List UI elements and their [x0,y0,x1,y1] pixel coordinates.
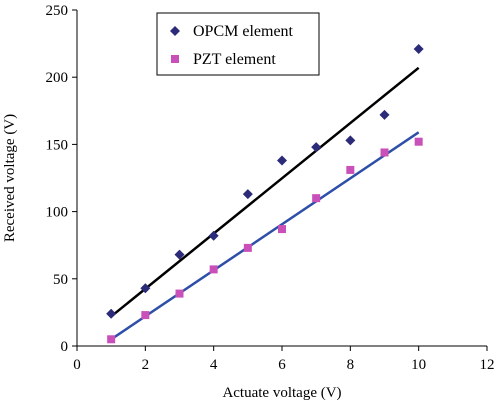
x-tick-label: 6 [278,357,286,373]
data-point-s0 [174,249,185,260]
legend-marker [171,55,179,63]
data-point-s1 [107,335,116,344]
data-point-s0 [140,283,151,294]
data-point-s0 [242,189,253,200]
data-point-s1 [380,148,389,157]
data-point-s0 [345,135,356,146]
x-tick-label: 2 [142,357,150,373]
legend-entry-label: PZT element [193,51,276,68]
data-point-s0 [379,109,390,120]
trendline-1 [110,131,420,341]
data-point-s1 [278,225,286,234]
data-point-s1 [414,137,423,146]
y-tick-label: 250 [46,3,69,19]
x-tick-label: 12 [480,357,495,373]
data-point-s0 [208,230,219,241]
markers [106,43,424,344]
data-point-s0 [277,155,287,166]
legend-marker [170,26,180,36]
y-tick-label: 200 [46,70,69,86]
x-tick-label: 8 [347,357,355,373]
legend-box [156,12,320,76]
data-point-s1 [243,243,252,252]
y-axis-label: Received voltage (V) [2,114,18,242]
data-point-s1 [209,265,218,274]
data-point-s1 [312,194,321,203]
legend: OPCM element PZT element [156,12,320,76]
legend-entry-label: OPCM element [193,23,294,40]
y-tick-label: 0 [61,339,69,355]
x-axis-label: Actuate voltage (V) [222,385,341,401]
data-point-s1 [346,165,355,174]
trendlines [110,66,420,341]
data-point-s1 [175,289,184,298]
data-point-s0 [413,43,424,54]
y-tick-label: 50 [53,272,68,288]
data-point-s0 [311,142,322,153]
x-tick-label: 10 [411,357,426,373]
trendline-0 [110,66,420,318]
x-tick-label: 0 [73,357,81,373]
x-tick-label: 4 [210,357,218,373]
y-tick-label: 150 [46,137,69,153]
y-tick-label: 100 [46,205,69,221]
data-point-s1 [141,311,150,320]
axes: 0 2 4 6 8 10 12 0 50 100 150 200 250 [46,3,495,373]
data-point-s0 [106,308,117,319]
